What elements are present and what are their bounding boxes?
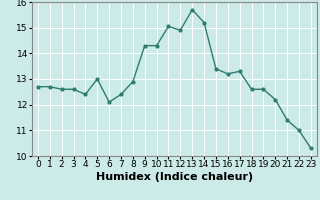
X-axis label: Humidex (Indice chaleur): Humidex (Indice chaleur) bbox=[96, 172, 253, 182]
